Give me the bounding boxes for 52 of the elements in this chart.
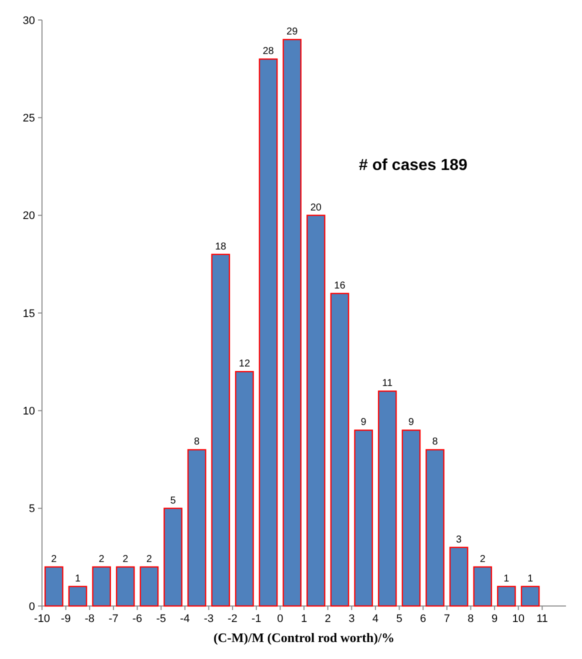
x-tick-label: -6 xyxy=(132,613,142,625)
data-label: 20 xyxy=(310,202,322,214)
data-label: 2 xyxy=(51,554,58,565)
x-tick-label: -7 xyxy=(108,613,118,625)
data-label: 9 xyxy=(360,417,367,428)
y-tick-label: 0 xyxy=(28,600,35,613)
x-tick-label: -1 xyxy=(251,613,262,625)
x-tick-label: -10 xyxy=(34,613,50,625)
data-label: 2 xyxy=(146,554,152,565)
x-tick-label: 7 xyxy=(444,613,450,625)
y-tick-label: 5 xyxy=(28,503,35,516)
annotation: # of cases 189 xyxy=(358,157,468,174)
y-tick-label: 20 xyxy=(22,210,35,222)
x-tick-label: -5 xyxy=(156,613,166,625)
data-label: 5 xyxy=(170,495,176,506)
data-label: 8 xyxy=(194,436,200,448)
x-tick-label: -3 xyxy=(204,613,214,625)
data-label: 12 xyxy=(238,358,250,370)
x-tick-label: 3 xyxy=(348,613,355,625)
x-tick-label: 2 xyxy=(324,613,331,625)
data-label: 16 xyxy=(334,280,346,292)
x-tick-label: 4 xyxy=(372,613,379,625)
data-label: 28 xyxy=(262,46,274,58)
x-tick-label: -9 xyxy=(60,613,71,625)
data-label: 1 xyxy=(527,573,534,584)
y-tick-label: 10 xyxy=(22,406,35,418)
x-tick-label: -8 xyxy=(84,613,95,625)
y-tick-label: 30 xyxy=(22,14,35,27)
x-tick-label: 5 xyxy=(396,613,402,625)
data-label: 2 xyxy=(98,554,105,565)
data-label: 1 xyxy=(74,573,81,584)
x-tick-label: 1 xyxy=(300,613,308,625)
x-tick-label: 0 xyxy=(277,613,284,625)
y-tick-label: 15 xyxy=(22,308,35,320)
y-tick-label: 25 xyxy=(22,112,35,125)
x-tick-label: -4 xyxy=(180,613,190,625)
data-label: 3 xyxy=(456,534,462,546)
data-label: 2 xyxy=(480,554,486,565)
data-label: 2 xyxy=(122,554,129,565)
x-tick-label: 8 xyxy=(468,613,474,625)
data-label: 29 xyxy=(286,26,298,38)
data-label: 11 xyxy=(382,378,393,390)
data-label: 8 xyxy=(432,436,438,448)
x-tick-label: 11 xyxy=(536,613,548,625)
x-tick-label: 10 xyxy=(512,613,524,625)
x-tick-label: 6 xyxy=(420,613,426,625)
data-label: 1 xyxy=(504,573,510,584)
data-label: 9 xyxy=(408,417,414,428)
x-tick-label: -2 xyxy=(228,613,238,625)
x-axis-title: (C-M)/M (Control rod worth)/% xyxy=(213,630,395,645)
x-tick-label: 9 xyxy=(491,613,498,625)
data-label: 18 xyxy=(215,241,227,252)
